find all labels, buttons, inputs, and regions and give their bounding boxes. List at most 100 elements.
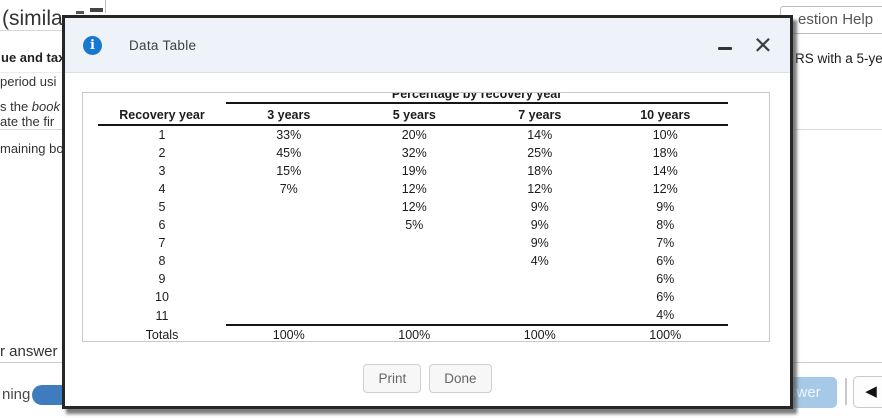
percentage-cell: 8% xyxy=(656,218,675,232)
dialog-footer: Print Done xyxy=(65,364,790,393)
percentage-cell: 18% xyxy=(652,146,678,160)
minimize-button[interactable] xyxy=(717,46,732,50)
percentage-cell xyxy=(226,270,352,288)
recovery-year-cell: 11 xyxy=(155,308,169,323)
percentage-cell: 6% xyxy=(656,272,675,286)
problem-text-fragment: s the book xyxy=(0,99,60,114)
percentage-cell: 12% xyxy=(401,182,427,196)
percentage-cell xyxy=(352,252,478,270)
problem-text-fragment: ate the fir xyxy=(0,114,55,129)
previous-question-button[interactable]: ◀ xyxy=(853,376,882,408)
answer-prompt-fragment: r answer xyxy=(0,343,58,360)
percentage-cell: 10% xyxy=(652,128,678,142)
percentage-cell xyxy=(352,234,478,252)
table-body: 1 33% 20% 14% 10% 2 45% 32% 25% 18% 3 15% 19% 18% 14% 4… xyxy=(98,125,728,325)
percentage-cell xyxy=(477,288,603,306)
percentage-cell: 33% xyxy=(276,128,302,142)
recovery-year-cell: 6 xyxy=(158,218,166,232)
text-fragment: s the xyxy=(0,99,32,114)
recovery-year-cell: 8 xyxy=(158,254,166,268)
column-header: 3 years xyxy=(226,103,352,126)
table-row: 9 6% xyxy=(98,270,728,288)
column-header: Recovery year xyxy=(98,103,226,126)
clipped-span-header: Percentage by recovery year xyxy=(226,93,728,102)
totals-cell: 100% xyxy=(351,324,477,341)
percentage-cell: 9% xyxy=(530,200,549,214)
percentage-cell: 9% xyxy=(656,200,675,214)
close-icon[interactable]: × xyxy=(753,27,772,62)
problem-text-fragment: maining bo xyxy=(0,141,64,156)
percentage-cell xyxy=(477,306,603,325)
italic-text-fragment: book xyxy=(31,99,60,114)
column-header: 5 years xyxy=(351,103,477,126)
question-help-button[interactable]: estion Help xyxy=(780,6,882,34)
percentage-cell: 19% xyxy=(401,164,427,178)
percentage-cell: 7% xyxy=(656,236,675,250)
dialog-header: i Data Table × xyxy=(65,18,790,73)
done-button[interactable]: Done xyxy=(429,364,492,393)
recovery-year-cell: 5 xyxy=(158,200,166,214)
percentage-cell: 5% xyxy=(405,218,424,232)
recovery-year-cell: 7 xyxy=(158,236,166,250)
percentage-cell: 45% xyxy=(276,146,302,160)
totals-cell: 100% xyxy=(226,324,352,341)
section-divider xyxy=(0,72,70,73)
column-header-row: Recovery year 3 years 5 years 7 years 10… xyxy=(98,103,728,126)
percentage-cell xyxy=(226,306,352,325)
empty-corner-cell xyxy=(98,93,226,103)
left-arrow-icon: ◀ xyxy=(865,383,877,400)
info-icon: i xyxy=(83,35,102,55)
remaining-text-fragment: ning xyxy=(2,386,31,403)
percentage-cell xyxy=(226,234,352,252)
table-row: 4 7% 12% 12% 12% xyxy=(98,180,728,198)
table-row: 8 4% 6% xyxy=(98,252,728,270)
totals-cell: 100% xyxy=(477,324,603,341)
problem-text-fragment: RS with a 5-yea xyxy=(795,51,882,66)
table-row: 6 5% 9% 8% xyxy=(98,216,728,234)
percentage-cell: 6% xyxy=(656,290,675,304)
dialog-title: Data Table xyxy=(129,37,197,53)
table-row: 2 45% 32% 25% 18% xyxy=(98,144,728,162)
table-row: 10 6% xyxy=(98,288,728,306)
totals-row: Totals 100% 100% 100% 100% xyxy=(98,324,728,342)
table-row: 3 15% 19% 18% 14% xyxy=(98,162,728,180)
percentage-cell xyxy=(226,198,352,216)
percentage-cell: 25% xyxy=(527,146,553,160)
percentage-cell: 7% xyxy=(279,182,298,196)
percentage-cell xyxy=(352,306,478,325)
column-header: 10 years xyxy=(602,103,728,126)
percentage-cell: 12% xyxy=(652,182,678,196)
recovery-year-cell: 4 xyxy=(158,182,166,196)
recovery-year-cell: 10 xyxy=(155,290,169,304)
recovery-year-cell: 2 xyxy=(158,146,166,160)
percentage-cell: 32% xyxy=(401,146,427,160)
percentage-cell: 9% xyxy=(530,218,549,232)
span-header-row: Percentage by recovery year xyxy=(98,93,728,104)
data-table-dialog: i Data Table × Percentage by recovery ye… xyxy=(62,15,793,409)
table-row: 1 33% 20% 14% 10% xyxy=(98,125,728,144)
dialog-body: Percentage by recovery year Recovery yea… xyxy=(65,73,790,405)
totals-label: Totals xyxy=(145,327,179,342)
percentage-cell: 12% xyxy=(401,200,427,214)
percentage-cell: 9% xyxy=(530,236,549,250)
totals-cell: 100% xyxy=(602,324,728,341)
page-heading-fragment: (simila xyxy=(2,7,63,30)
percentage-cell xyxy=(477,270,603,288)
span-header-cell: Percentage by recovery year xyxy=(226,93,728,104)
percentage-cell: 4% xyxy=(530,254,549,268)
heading-divider xyxy=(0,30,118,31)
recovery-year-cell: 9 xyxy=(158,272,166,286)
toolbar-separator xyxy=(845,378,847,405)
table-row: 7 9% 7% xyxy=(98,234,728,252)
percentage-cell: 14% xyxy=(527,128,553,142)
column-header: 7 years xyxy=(477,103,603,126)
print-button[interactable]: Print xyxy=(363,364,422,393)
clipped-glyph-fragment xyxy=(90,8,103,12)
percentage-cell: 18% xyxy=(527,164,553,178)
problem-text-fragment: ue and tax xyxy=(1,50,66,65)
table-row: 11 4% xyxy=(98,306,728,325)
recovery-year-cell: 1 xyxy=(158,128,166,142)
percentage-cell xyxy=(226,216,352,234)
macrs-table: Percentage by recovery year Recovery yea… xyxy=(98,93,728,342)
